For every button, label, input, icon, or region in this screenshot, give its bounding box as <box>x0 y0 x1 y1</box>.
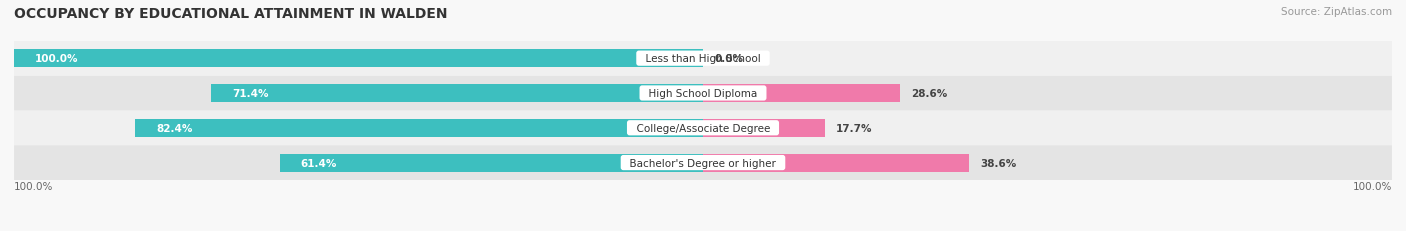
Bar <box>14 50 703 68</box>
Bar <box>703 154 969 172</box>
Legend: Owner-occupied, Renter-occupied: Owner-occupied, Renter-occupied <box>583 228 823 231</box>
FancyBboxPatch shape <box>14 76 1392 111</box>
Text: 0.0%: 0.0% <box>714 54 742 64</box>
Bar <box>280 154 703 172</box>
Text: 82.4%: 82.4% <box>156 123 193 133</box>
FancyBboxPatch shape <box>14 111 1392 146</box>
Text: 38.6%: 38.6% <box>980 158 1017 168</box>
Text: College/Associate Degree: College/Associate Degree <box>630 123 776 133</box>
Text: High School Diploma: High School Diploma <box>643 88 763 99</box>
Text: Less than High School: Less than High School <box>638 54 768 64</box>
Text: OCCUPANCY BY EDUCATIONAL ATTAINMENT IN WALDEN: OCCUPANCY BY EDUCATIONAL ATTAINMENT IN W… <box>14 7 447 21</box>
Text: Source: ZipAtlas.com: Source: ZipAtlas.com <box>1281 7 1392 17</box>
Bar <box>703 119 825 137</box>
Text: 100.0%: 100.0% <box>1353 181 1392 191</box>
Text: 61.4%: 61.4% <box>301 158 337 168</box>
Text: 100.0%: 100.0% <box>14 181 53 191</box>
FancyBboxPatch shape <box>14 42 1392 76</box>
Text: 17.7%: 17.7% <box>837 123 873 133</box>
Bar <box>211 85 703 103</box>
Text: Bachelor's Degree or higher: Bachelor's Degree or higher <box>623 158 783 168</box>
Text: 71.4%: 71.4% <box>232 88 269 99</box>
Text: 100.0%: 100.0% <box>35 54 79 64</box>
FancyBboxPatch shape <box>14 146 1392 180</box>
Bar <box>703 85 900 103</box>
Text: 28.6%: 28.6% <box>911 88 948 99</box>
Bar <box>135 119 703 137</box>
